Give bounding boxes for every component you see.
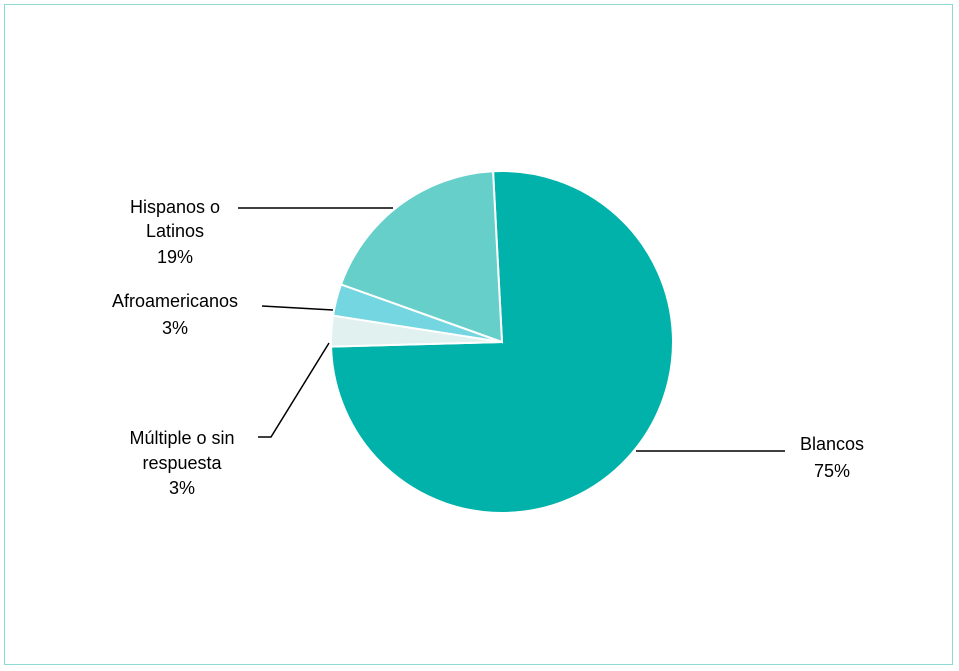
pie-slices — [330, 170, 674, 514]
label-afro-name: Afroamericanos — [112, 291, 238, 311]
label-hispanos: Hispanos o Latinos 19% — [130, 197, 220, 267]
label-afro: Afroamericanos 3% — [112, 291, 238, 338]
label-afro-percent: 3% — [162, 318, 188, 338]
label-hispanos-line1: Hispanos o — [130, 197, 220, 217]
label-hispanos-line2: Latinos — [146, 221, 204, 241]
label-hispanos-percent: 19% — [157, 247, 193, 267]
leader-line-afro — [261, 305, 334, 311]
label-multiple-percent: 3% — [169, 478, 195, 498]
label-multiple-line1: Múltiple o sin — [129, 428, 234, 448]
label-blancos-percent: 75% — [814, 461, 850, 481]
label-blancos: Blancos 75% — [800, 434, 864, 481]
pie-slice-hispanos — [339, 170, 504, 344]
label-blancos-name: Blancos — [800, 434, 864, 454]
label-multiple: Múltiple o sin respuesta 3% — [129, 428, 234, 498]
label-multiple-line2: respuesta — [142, 453, 222, 473]
leader-line-multiple — [258, 342, 330, 438]
